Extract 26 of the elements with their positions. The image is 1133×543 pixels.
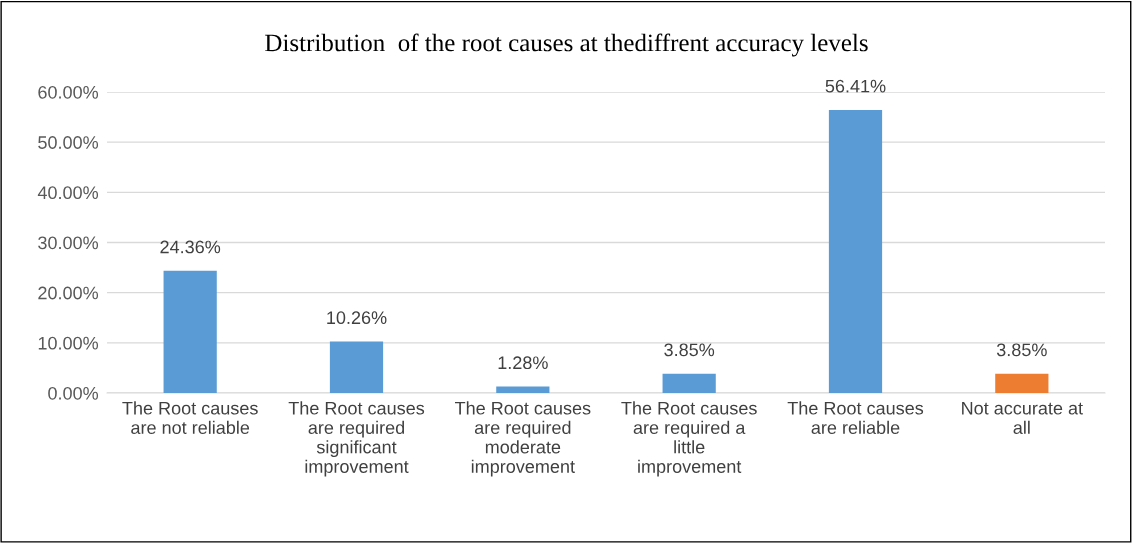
data-label: 3.85% — [664, 343, 715, 357]
x-tick-label: The Root causes are required moderate improvement — [455, 401, 591, 477]
x-tick-label: Not accurate at all — [962, 402, 1083, 435]
bar — [496, 386, 550, 393]
data-label: 1.28% — [498, 356, 548, 370]
data-label: 10.26% — [327, 311, 387, 325]
bar — [163, 270, 217, 393]
x-tick-label: The Root causes are not reliable — [122, 401, 258, 435]
x-tick-label: The Root causes are required significant improvement — [288, 401, 425, 477]
y-tick-label: 10.00% — [38, 336, 99, 350]
bar — [828, 110, 883, 393]
bar — [995, 373, 1049, 393]
y-tick-label: 40.00% — [37, 186, 99, 200]
data-label: 24.36% — [160, 240, 221, 254]
x-tick-label: The Root causes are reliable — [787, 401, 924, 435]
y-tick-label: 20.00% — [38, 286, 99, 300]
x-tick-label: The Root causes are required a little improvement — [621, 401, 757, 477]
y-tick-label: 30.00% — [38, 236, 99, 250]
bar — [662, 373, 716, 393]
y-tick-label: 60.00% — [38, 85, 99, 99]
data-label: 3.85% — [996, 343, 1047, 357]
chart-title: Distribution of the root causes at thediffrent accuracy levels — [265, 33, 868, 57]
y-tick-label: 50.00% — [38, 136, 99, 149]
bar — [329, 341, 384, 393]
data-label: 56.41% — [825, 79, 886, 93]
y-tick-label: 0.00% — [48, 386, 99, 400]
